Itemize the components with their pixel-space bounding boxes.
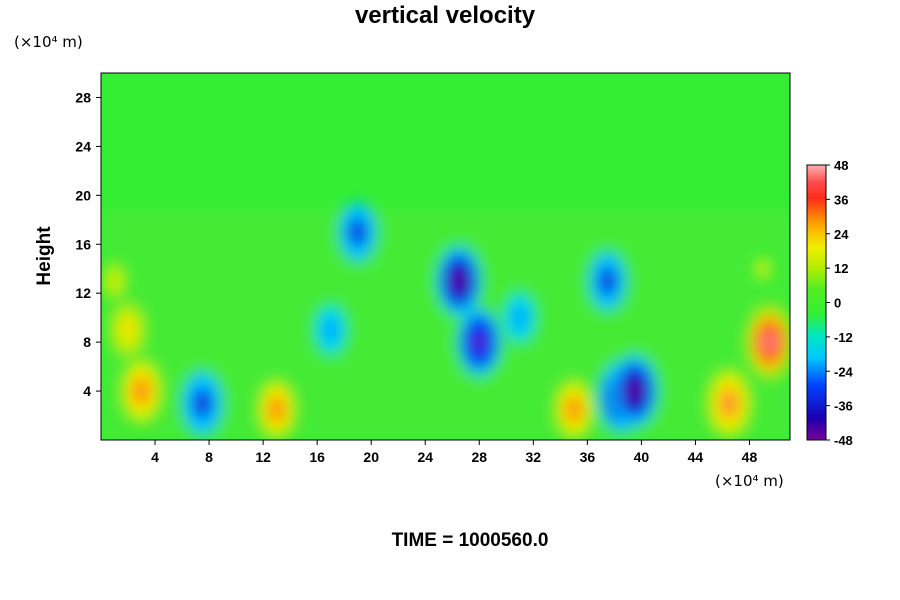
time-label: TIME = 1000560.0 (391, 530, 549, 551)
field-contour (604, 275, 612, 287)
x-tick-label: 12 (255, 449, 271, 465)
x-tick-label: 8 (205, 449, 213, 465)
y-tick-label: 12 (75, 285, 91, 301)
x-tick-label: 36 (580, 449, 596, 465)
x-tick-label: 44 (688, 449, 704, 465)
colorbar-tick-label: -48 (834, 433, 853, 448)
field-contour (475, 335, 484, 349)
colorbar-tick-label: 36 (834, 192, 848, 207)
x-tick-label: 24 (417, 449, 433, 465)
colorbar-tick-label: -24 (834, 364, 854, 379)
x-axis-unit: (×10⁴ m) (715, 472, 784, 490)
field-contour (725, 396, 734, 410)
colorbar-tick-label: -12 (834, 330, 853, 345)
field-contour (354, 226, 362, 238)
field-contour (327, 324, 334, 335)
y-axis-label: Height (34, 226, 55, 286)
colorbar-ticks: -48 -36 -24 -12 0 12 24 36 48 (826, 158, 854, 448)
heatmap-area (101, 73, 790, 440)
colorbar-tick-label: 0 (834, 296, 841, 311)
y-axis: 4 8 12 16 20 24 28 (75, 89, 101, 399)
colorbar-tick-label: 24 (834, 227, 849, 242)
field-contour (570, 403, 578, 416)
field-contour (111, 276, 118, 286)
field-contour (630, 384, 640, 398)
y-tick-label: 24 (75, 138, 91, 154)
colorbar-tick-label: 48 (834, 158, 848, 173)
field-contour (454, 274, 464, 288)
y-tick-label: 16 (75, 236, 91, 252)
x-tick-label: 20 (363, 449, 379, 465)
colorbar-tick-label: 12 (834, 261, 848, 276)
x-tick-label: 16 (309, 449, 325, 465)
field-contour (765, 335, 775, 349)
field-contour (198, 397, 207, 410)
chart-title: vertical velocity (354, 2, 536, 29)
heatmap-field (101, 202, 790, 440)
y-tick-label: 20 (75, 187, 91, 203)
field-contour (137, 385, 146, 398)
y-axis-unit: (×10⁴ m) (14, 33, 83, 51)
x-axis: 4 8 12 16 20 24 28 32 36 40 44 48 (151, 440, 757, 465)
field-contour (273, 403, 281, 416)
field-contour (760, 265, 766, 273)
plot-frame (100, 72, 791, 441)
y-tick-label: 8 (83, 334, 91, 350)
y-tick-label: 4 (83, 383, 91, 399)
colorbar (806, 164, 827, 441)
field-contour (516, 312, 523, 323)
x-tick-label: 40 (634, 449, 650, 465)
x-tick-label: 32 (526, 449, 542, 465)
field-contour (124, 324, 132, 335)
x-tick-label: 28 (471, 449, 487, 465)
y-tick-label: 28 (75, 89, 91, 105)
colorbar-tick-label: -36 (834, 399, 853, 414)
x-tick-label: 48 (742, 449, 758, 465)
x-tick-label: 4 (151, 449, 159, 465)
